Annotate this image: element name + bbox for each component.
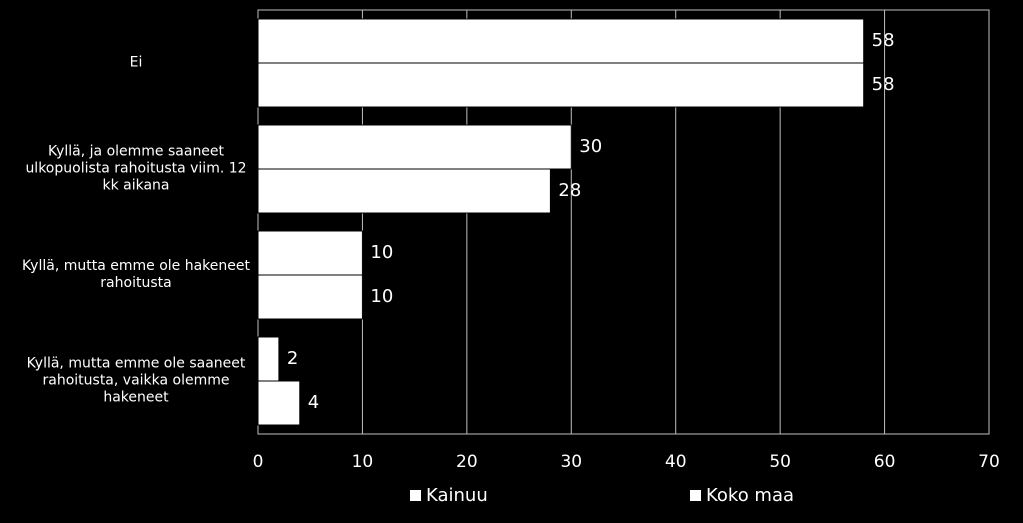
x-tick-label: 30 — [560, 452, 582, 472]
x-tick-label: 60 — [874, 452, 896, 472]
data-label: 10 — [370, 286, 393, 307]
legend-swatch — [410, 490, 421, 501]
legend-swatch — [690, 490, 701, 501]
bar — [257, 380, 301, 426]
data-label: 30 — [579, 136, 602, 157]
legend-label: Koko maa — [706, 485, 794, 506]
bar — [257, 18, 865, 64]
bar — [257, 168, 551, 214]
y-tick-label: Kyllä, mutta emme ole saaneet rahoitusta… — [26, 355, 246, 406]
data-label: 10 — [370, 242, 393, 263]
y-tick-label: Kyllä, mutta emme ole hakeneet rahoitust… — [22, 258, 250, 291]
bar — [257, 274, 363, 320]
data-label: 2 — [287, 348, 298, 369]
x-tick-label: 70 — [978, 452, 1000, 472]
data-label: 58 — [872, 30, 895, 51]
bar — [257, 124, 572, 170]
x-tick-label: 40 — [665, 452, 687, 472]
y-tick-label: Kyllä, ja olemme saaneet ulkopuolista ra… — [25, 143, 247, 194]
bar — [257, 62, 865, 108]
data-label: 58 — [872, 74, 895, 95]
x-tick-label: 0 — [253, 452, 264, 472]
x-tick-label: 20 — [456, 452, 478, 472]
bar — [257, 230, 363, 276]
bar — [257, 336, 280, 382]
legend-label: Kainuu — [426, 485, 488, 506]
plot-border — [257, 9, 990, 435]
x-tick-label: 50 — [769, 452, 791, 472]
data-label: 28 — [558, 180, 581, 201]
x-tick-label: 10 — [352, 452, 374, 472]
y-tick-label: Ei — [129, 54, 143, 71]
data-label: 4 — [308, 392, 319, 413]
